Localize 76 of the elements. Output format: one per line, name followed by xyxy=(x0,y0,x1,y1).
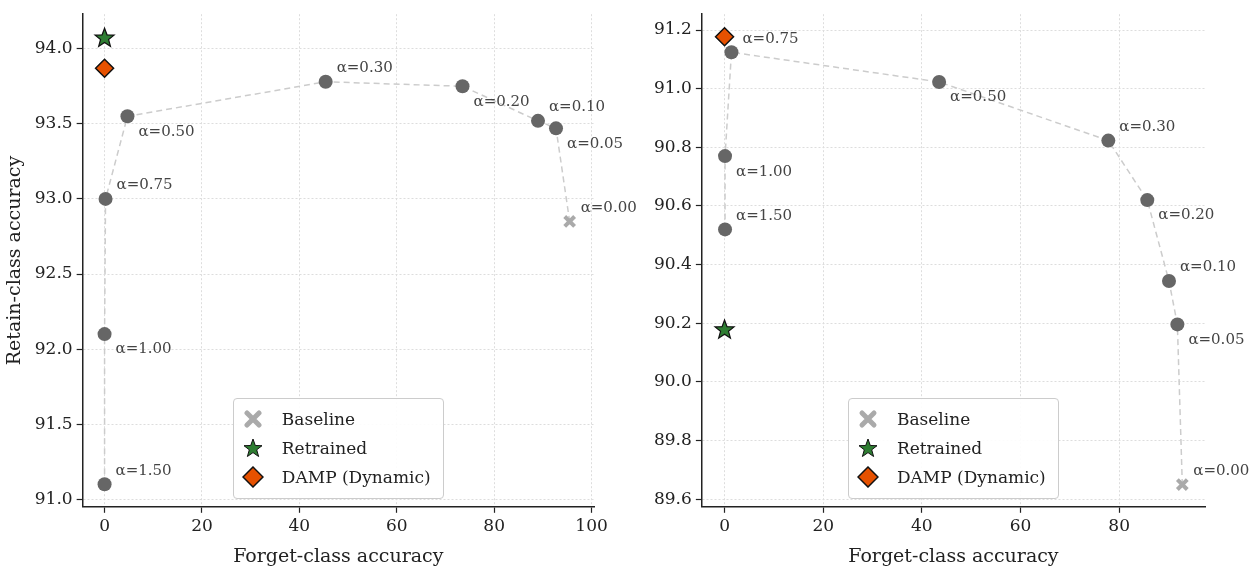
annotation: α=0.10 xyxy=(549,97,606,116)
annotation: α=0.20 xyxy=(473,91,530,110)
y-tick-label: 90.2 xyxy=(653,311,692,332)
annotation: α=1.50 xyxy=(115,460,172,479)
x-tick-label: 40 xyxy=(911,515,933,536)
x-tick-label: 80 xyxy=(1108,515,1130,536)
x-tick-label: 20 xyxy=(812,515,835,536)
point xyxy=(714,27,735,47)
x-tick-label: 0 xyxy=(99,515,110,536)
annotation: α=0.75 xyxy=(742,28,799,47)
point xyxy=(94,58,115,79)
point xyxy=(1140,193,1155,208)
legend-label: Baseline xyxy=(896,409,971,430)
x-tick-label: 60 xyxy=(385,515,408,536)
x-tick-label: 80 xyxy=(483,515,505,536)
y-tick-label: 91.2 xyxy=(653,18,692,39)
annotation: α=0.50 xyxy=(950,87,1007,106)
x-axis-title: Forget-class accuracy xyxy=(848,543,1059,566)
y-tick-label: 93.5 xyxy=(34,112,73,133)
point xyxy=(1170,317,1185,332)
point xyxy=(318,74,333,89)
annotation: α=0.75 xyxy=(116,175,173,194)
annotation: α=0.00 xyxy=(580,197,637,216)
legend-label: Baseline xyxy=(281,409,356,430)
y-tick-label: 90.0 xyxy=(653,370,692,391)
legend-label: Retrained xyxy=(281,438,368,459)
x-tick-label: 20 xyxy=(191,515,213,536)
annotation: α=1.00 xyxy=(115,339,172,358)
annotation: α=0.50 xyxy=(138,121,195,140)
point xyxy=(531,113,545,128)
point xyxy=(120,109,135,124)
y-tick-label: 91.0 xyxy=(34,487,73,508)
point xyxy=(455,79,470,94)
point xyxy=(1161,274,1176,289)
y-tick-label: 91.5 xyxy=(34,412,73,433)
legend-label: Retrained xyxy=(896,438,983,459)
annotation: α=1.50 xyxy=(736,205,793,224)
x-tick-label: 0 xyxy=(719,515,730,536)
annotation: α=0.05 xyxy=(567,133,624,152)
y-tick-label: 89.6 xyxy=(653,487,692,508)
annotation: α=1.00 xyxy=(736,161,793,180)
x-axis-title: Forget-class accuracy xyxy=(233,543,444,566)
x-tick-label: 40 xyxy=(288,515,311,536)
x-tick-label: 100 xyxy=(575,515,608,536)
y-tick-label: 90.8 xyxy=(653,135,692,156)
point xyxy=(98,191,113,206)
legend-label: DAMP (Dynamic) xyxy=(896,467,1046,488)
annotation: α=0.30 xyxy=(1119,116,1176,135)
point xyxy=(94,27,115,47)
y-tick-label: 90.6 xyxy=(653,194,692,215)
point xyxy=(1175,477,1190,492)
y-tick-label: 92.5 xyxy=(34,262,73,283)
y-tick-label: 89.8 xyxy=(653,428,692,449)
point xyxy=(724,45,739,60)
y-axis-title: Retain-class accuracy xyxy=(2,155,25,366)
point xyxy=(562,214,577,229)
point xyxy=(714,319,735,339)
point xyxy=(932,74,947,89)
y-tick-label: 94.0 xyxy=(34,37,73,58)
annotation: α=0.30 xyxy=(336,58,393,77)
point xyxy=(718,222,733,237)
annotation: α=0.10 xyxy=(1179,257,1237,276)
point xyxy=(718,149,733,164)
annotation: α=0.05 xyxy=(1188,329,1245,348)
annotation: α=0.00 xyxy=(1193,460,1250,479)
point xyxy=(1101,133,1116,148)
point xyxy=(549,121,564,136)
point xyxy=(97,327,112,342)
x-tick-label: 60 xyxy=(1009,515,1032,536)
point xyxy=(97,477,112,492)
y-tick-label: 91.0 xyxy=(653,77,692,98)
y-tick-label: 90.4 xyxy=(653,253,692,274)
y-tick-label: 92.0 xyxy=(34,337,73,358)
legend-label: DAMP (Dynamic) xyxy=(281,467,431,488)
annotation: α=0.20 xyxy=(1158,205,1215,224)
y-tick-label: 93.0 xyxy=(34,187,73,208)
